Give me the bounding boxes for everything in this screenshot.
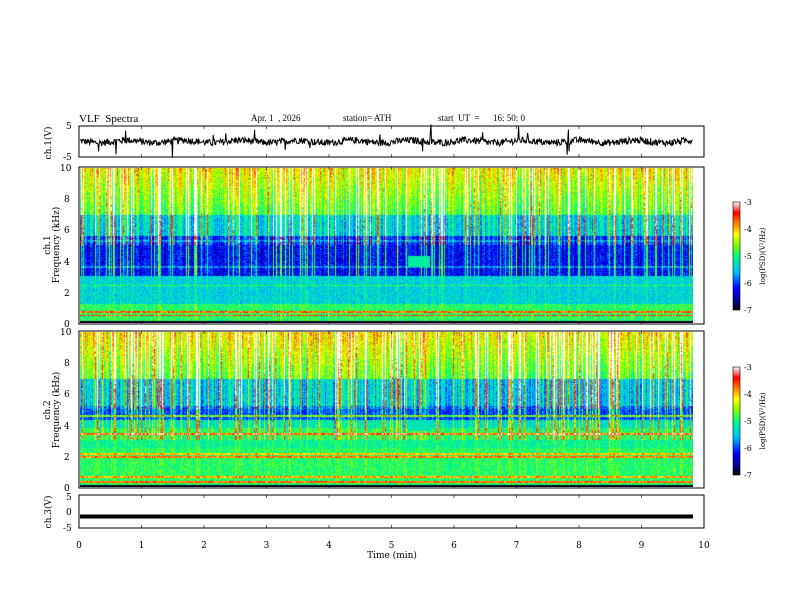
ch1-spectrogram-image: [80, 168, 693, 323]
ch1-freq-ylabel: Frequency (kHz): [51, 207, 62, 284]
time-tick-label: 2: [201, 541, 207, 551]
colorbar-ch2-tick-m6: -6: [744, 444, 752, 453]
ch3-waveform-frame: [78, 494, 705, 529]
plot-title: VLF Spectra: [79, 113, 139, 125]
date-label: Apr. 1 , 2026: [251, 113, 301, 123]
time-tick-label: 7: [514, 541, 520, 551]
ch2-spectrogram-image: [80, 332, 693, 487]
colorbar-ch1-label: log(PSD)(V²/Hz): [759, 227, 767, 284]
colorbar-ch1-tick-m4: -4: [744, 225, 752, 234]
ch2-ytick-0: 0: [64, 484, 70, 494]
ch2-spectrogram-title: ch.2: [43, 400, 53, 419]
ch1-waveform-line: [79, 124, 693, 158]
ch2-ytick-2: 2: [64, 453, 70, 463]
ch1-waveform-panel: 5 -5 ch.1(V): [43, 122, 705, 163]
time-axis-label: Time (min): [367, 550, 417, 561]
time-tick-label: 9: [639, 541, 645, 551]
colorbar-ch1: -3 -4 -5 -6 -7 log(PSD)(V²/Hz): [732, 198, 767, 315]
ch3-ytick-bottom: -5: [63, 524, 72, 534]
colorbar-ch1-tick-m6: -6: [744, 279, 752, 288]
colorbar-ch1-gradient: [732, 201, 741, 311]
ch1-ytick-4: 4: [64, 258, 70, 268]
ch2-ytick-6: 6: [64, 390, 70, 400]
ch3-ytick-top: 5: [66, 493, 72, 503]
time-tick-label: 0: [76, 541, 82, 551]
ch2-ytick-10: 10: [60, 328, 72, 338]
colorbar-ch1-tick-m5: -5: [744, 252, 752, 261]
time-tick-label: 5: [389, 541, 395, 551]
colorbar-ch2-tick-m7: -7: [744, 471, 752, 480]
ch3-waveform-panel: 5 0 -5 ch.3(V): [43, 493, 705, 534]
ch1-ylabel: ch.1(V): [43, 127, 54, 160]
colorbar-ch1-tick-m3: -3: [744, 198, 752, 207]
colorbar-ch2-tick-m3: -3: [744, 363, 752, 372]
colorbar-ch2-label: log(PSD)(V²/Hz): [759, 392, 767, 449]
time-tick-label: 4: [326, 541, 332, 551]
colorbar-ch1-tick-m7: -7: [744, 306, 752, 315]
ch3-waveform-line: [80, 514, 693, 519]
ch1-ytick-10: 10: [60, 164, 72, 174]
time-tick-label: 1: [139, 541, 145, 551]
ch1-ytick-8: 8: [64, 195, 70, 205]
ch3-ytick-mid: 0: [66, 508, 72, 518]
colorbar-ch2: -3 -4 -5 -6 -7 log(PSD)(V²/Hz): [732, 363, 767, 480]
ch3-ylabel: ch.3(V): [43, 496, 54, 529]
colorbar-ch2-tick-m5: -5: [744, 417, 752, 426]
colorbar-ch2-gradient: [732, 366, 741, 476]
ch1-ytick-0: 0: [64, 320, 70, 330]
colorbar-ch2-tick-m4: -4: [744, 390, 752, 399]
ch1-spectrogram-title: ch.1: [43, 235, 53, 254]
ch2-spectrogram-panel: 0 2 4 6 8 10 ch.2 Frequency (kHz): [43, 328, 705, 494]
start-time-value: 16: 50: 0: [493, 113, 526, 123]
time-tick-label: 6: [451, 541, 457, 551]
ch1-ytick-bottom: -5: [63, 153, 72, 163]
ch1-spectrogram-panel: 0 2 4 6 8 10 ch.1 Frequency (kHz): [43, 164, 705, 330]
ch2-ytick-4: 4: [64, 422, 70, 432]
ch2-freq-ylabel: Frequency (kHz): [51, 372, 62, 449]
time-tick-label: 8: [576, 541, 582, 551]
ch1-ytick-2: 2: [64, 289, 70, 299]
ch1-ytick-6: 6: [64, 226, 70, 236]
time-axis: Time (min) 0 1 2 3 4 5 6 7 8 9 10: [76, 126, 710, 561]
station-label: station= ATH: [343, 113, 392, 123]
ch2-ytick-8: 8: [64, 359, 70, 369]
time-tick-label: 3: [264, 541, 270, 551]
start-ut-label: start UT =: [438, 113, 480, 123]
ch1-ytick-top: 5: [66, 122, 72, 132]
time-tick-label: 10: [698, 541, 710, 551]
